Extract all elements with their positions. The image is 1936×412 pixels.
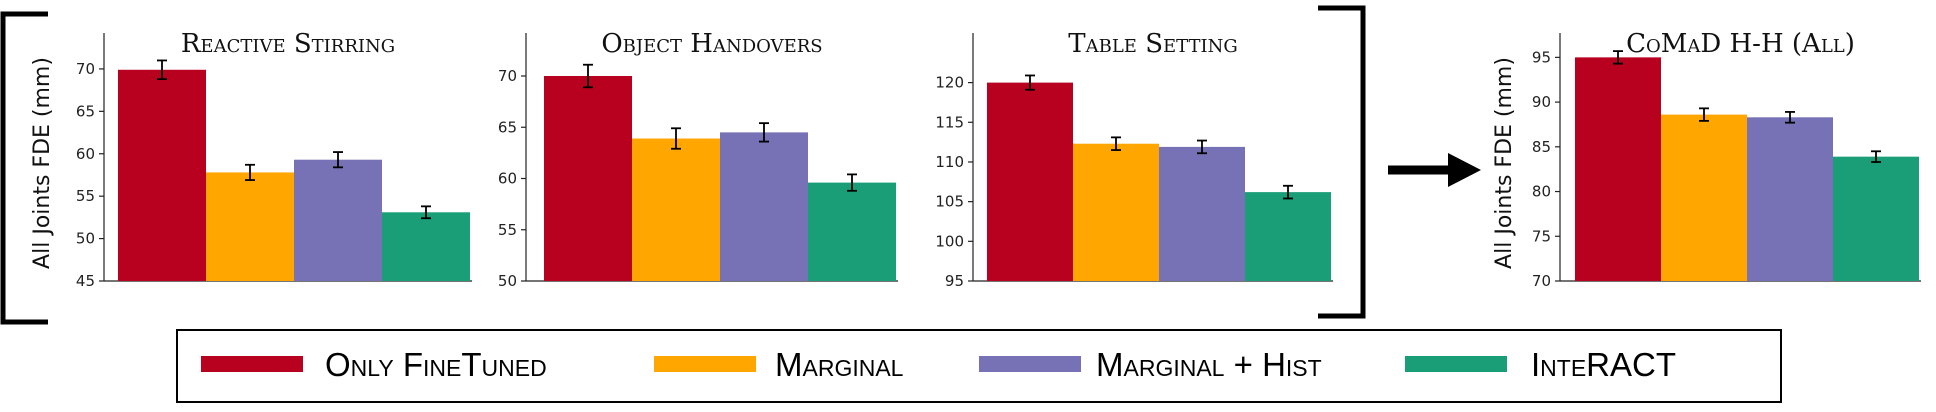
- bar-interact: [808, 182, 896, 281]
- error-bar-interact: [1283, 184, 1293, 200]
- error-bar-interact: [1871, 150, 1881, 163]
- error-bar-marginal: [1699, 107, 1709, 122]
- legend-label: InteRACT: [1531, 346, 1676, 383]
- y-tick-label: 55: [498, 221, 517, 239]
- y-tick-label: 80: [1532, 183, 1551, 201]
- y-tick-label: 100: [935, 232, 964, 250]
- legend: Only FineTuned Marginal Marginal + Hist Int…: [176, 329, 1782, 403]
- bar-marginal: [1661, 114, 1747, 281]
- chart-panel-comad-hh-all: CoMaD H-H (All) 70 75 80 85 90 95: [1532, 29, 1921, 290]
- bar-marginal-hist: [294, 159, 382, 281]
- y-tick-label: 70: [76, 60, 95, 78]
- error-bar-only-finetuned: [1025, 74, 1035, 91]
- y-tick-label: 75: [1532, 227, 1551, 245]
- bar-marginal: [632, 138, 720, 281]
- y-tick-label: 65: [76, 102, 95, 120]
- bar-marginal: [1073, 143, 1159, 281]
- error-bar-marginal-hist: [1785, 111, 1795, 124]
- right-arrow-icon: [1388, 153, 1481, 187]
- legend-item-interact: InteRACT: [1405, 346, 1676, 383]
- y-tick-label: 120: [935, 74, 964, 92]
- bar-marginal: [206, 172, 294, 281]
- error-bar-interact: [847, 173, 857, 192]
- right-group-bracket: [1318, 5, 1366, 319]
- y-tick-label: 110: [935, 153, 964, 171]
- chart-title: CoMaD H-H (All): [1626, 29, 1855, 59]
- chart-panel-table-setting: Table Setting 95 100 105 110 115 120: [935, 29, 1333, 290]
- left-group-bracket: [0, 11, 48, 325]
- y-tick-label: 65: [498, 118, 517, 136]
- y-tick-label: 105: [935, 193, 964, 211]
- y-tick-label: 55: [76, 187, 95, 205]
- bar-marginal-hist: [1159, 146, 1245, 281]
- legend-swatch: [979, 356, 1081, 372]
- y-tick-label: 70: [498, 67, 517, 85]
- legend-swatch: [1405, 356, 1507, 372]
- chart-title: Table Setting: [1068, 29, 1237, 59]
- y-tick-label: 90: [1532, 93, 1551, 111]
- y-tick-label: 95: [1532, 48, 1551, 66]
- y-tick-label: 115: [935, 113, 964, 131]
- error-bar-only-finetuned: [583, 63, 593, 89]
- chart-title: Object Handovers: [601, 29, 822, 59]
- bar-only-finetuned: [1575, 57, 1661, 282]
- legend-item-marginal: Marginal: [654, 346, 904, 383]
- error-bar-marginal-hist: [1197, 139, 1207, 155]
- legend-label: Only FineTuned: [325, 346, 547, 383]
- legend-swatch: [201, 356, 303, 372]
- bar-marginal-hist: [1747, 117, 1833, 281]
- bar-only-finetuned: [544, 76, 632, 281]
- chart-panel-reactive-stirring: Reactive Stirring 45 50 55 60 65 70: [76, 29, 472, 290]
- legend-swatch: [654, 356, 756, 372]
- chart-panel-object-handovers: Object Handovers 50 55 60 65 70: [498, 29, 898, 290]
- legend-item-marginal-hist: Marginal + Hist: [979, 346, 1322, 383]
- chart-title: Reactive Stirring: [181, 29, 395, 59]
- y-axis-label-left: All Joints FDE (mm): [30, 57, 55, 269]
- legend-label: Marginal: [775, 346, 904, 383]
- bar-marginal-hist: [720, 132, 808, 281]
- y-tick-label: 95: [945, 272, 964, 290]
- y-tick-label: 70: [1532, 272, 1551, 290]
- y-tick-label: 50: [76, 230, 95, 248]
- bar-only-finetuned: [987, 82, 1073, 281]
- error-bar-only-finetuned: [1613, 50, 1623, 65]
- error-bar-interact: [421, 205, 431, 220]
- error-bar-only-finetuned: [157, 59, 167, 81]
- error-bar-marginal: [245, 163, 255, 181]
- y-tick-label: 85: [1532, 138, 1551, 156]
- legend-label: Marginal + Hist: [1096, 346, 1322, 383]
- bar-interact: [1245, 192, 1331, 281]
- bar-interact: [382, 212, 470, 281]
- y-tick-label: 50: [498, 272, 517, 290]
- bar-only-finetuned: [118, 69, 206, 281]
- y-tick-label: 60: [76, 145, 95, 163]
- error-bar-marginal-hist: [759, 122, 769, 143]
- y-axis-label-right: All Joints FDE (mm): [1492, 57, 1517, 269]
- error-bar-marginal-hist: [333, 151, 343, 169]
- y-tick-label: 45: [76, 272, 95, 290]
- legend-item-only-finetuned: Only FineTuned: [201, 346, 547, 383]
- bar-interact: [1833, 156, 1919, 281]
- error-bar-marginal: [1111, 136, 1121, 151]
- error-bar-marginal: [671, 127, 681, 150]
- y-tick-label: 60: [498, 170, 517, 188]
